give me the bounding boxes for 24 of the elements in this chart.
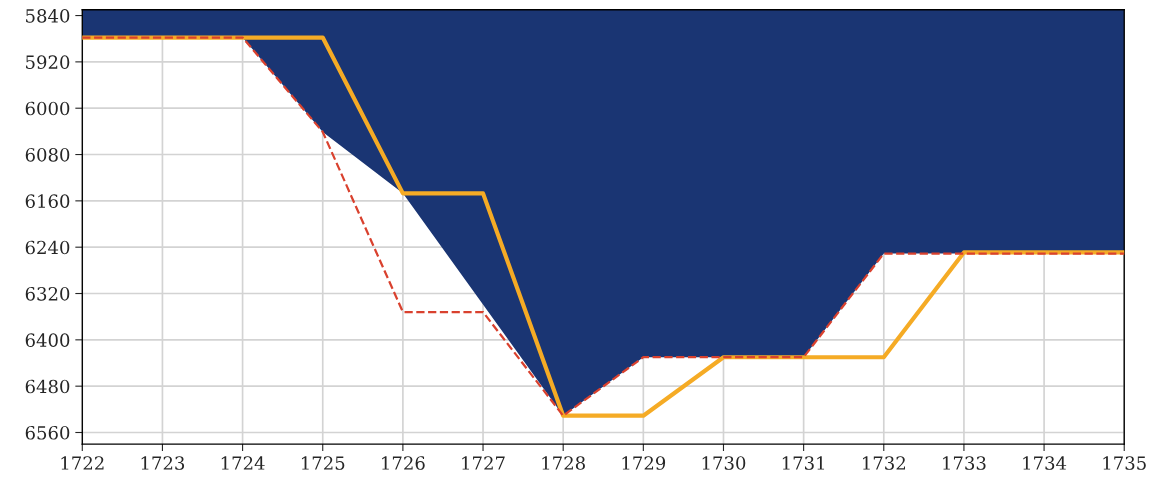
- x-tick-label: 1731: [782, 456, 825, 470]
- y-tick-label: 6160: [25, 194, 70, 208]
- y-tick-label: 6320: [25, 286, 70, 301]
- x-tick-label: 1726: [382, 456, 425, 470]
- x-tick-label: 1730: [702, 456, 746, 470]
- y-tick-label: 6480: [25, 379, 70, 394]
- x-tick-label: 1727: [462, 456, 505, 470]
- x-tick-label: 1723: [141, 456, 185, 470]
- y-tick-label: 6000: [25, 101, 70, 116]
- y-tick-label: 6400: [25, 333, 70, 347]
- x-tick-label: 1724: [221, 456, 265, 470]
- y-tick-label: 6080: [25, 147, 70, 162]
- x-tick-label: 1732: [863, 456, 905, 470]
- y-tick-label: 6240: [25, 240, 70, 255]
- y-tick-label: 6560: [25, 425, 70, 440]
- x-tick-label: 1735: [1103, 456, 1146, 470]
- x-tick-label: 1733: [943, 456, 986, 470]
- x-tick-label: 1734: [1023, 456, 1067, 470]
- x-tick-label: 1722: [61, 456, 104, 470]
- y-tick-label: 5920: [26, 55, 70, 69]
- y-tick-label: 5840: [26, 9, 70, 23]
- x-tick-label: 1725: [301, 456, 345, 470]
- x-tick-label: 1728: [542, 456, 585, 470]
- x-tick-label: 1729: [622, 456, 666, 470]
